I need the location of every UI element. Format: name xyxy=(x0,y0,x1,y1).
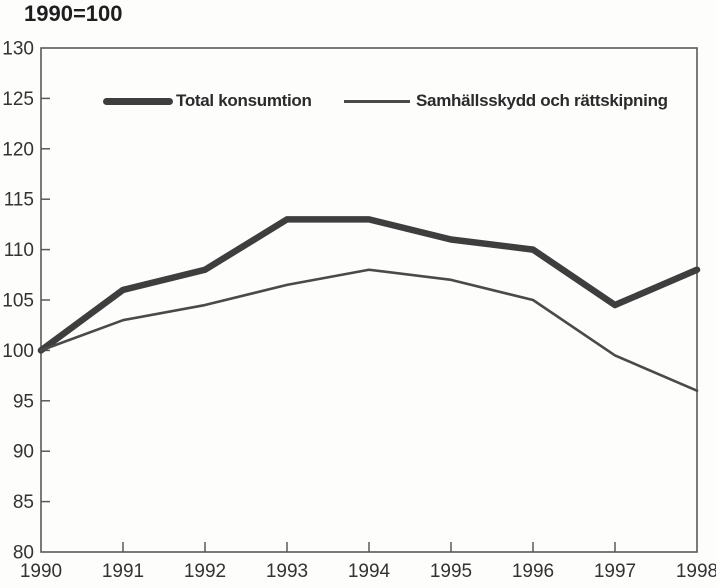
y-tick-label: 80 xyxy=(13,543,34,564)
chart-title: 1990=100 xyxy=(24,1,123,26)
x-tick-label: 1991 xyxy=(102,561,144,582)
series-line-0 xyxy=(37,216,701,354)
y-tick-label: 130 xyxy=(2,39,34,60)
x-tick-label: 1993 xyxy=(266,561,308,582)
y-tick-label: 100 xyxy=(2,341,34,362)
y-tick-label: 85 xyxy=(13,492,34,513)
x-tick-label: 1990 xyxy=(20,561,62,582)
series-line-1 xyxy=(39,268,699,393)
x-tick-label: 1996 xyxy=(512,561,554,582)
y-tick-label: 115 xyxy=(4,190,34,211)
x-tick-label: 1995 xyxy=(430,561,472,582)
y-tick-label: 110 xyxy=(4,240,34,261)
x-tick-label: 1998 xyxy=(676,561,716,582)
y-tick-label: 120 xyxy=(2,139,34,160)
y-tick-label: 105 xyxy=(2,291,34,312)
x-tick-label: 1994 xyxy=(348,561,391,582)
x-tick-label: 1997 xyxy=(594,561,636,582)
y-tick-label: 90 xyxy=(13,442,34,463)
y-tick-label: 125 xyxy=(2,89,34,110)
y-tick-label: 95 xyxy=(13,391,34,412)
x-tick-label: 1992 xyxy=(184,561,226,582)
plot-frame xyxy=(40,47,698,553)
